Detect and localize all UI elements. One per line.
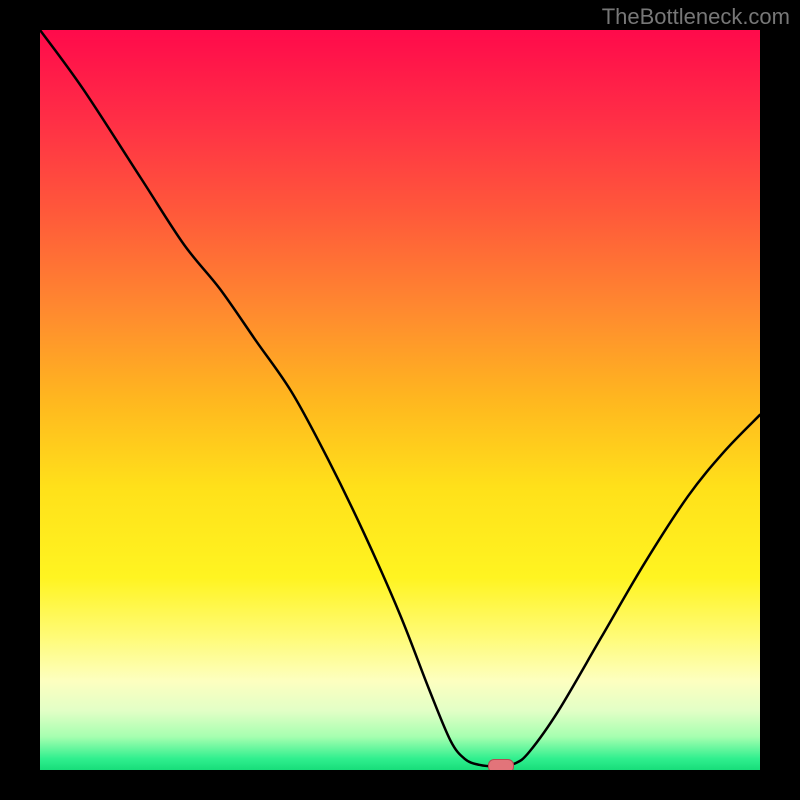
curve-layer bbox=[40, 30, 760, 770]
bottleneck-curve bbox=[40, 30, 760, 766]
bottleneck-chart: TheBottleneck.com bbox=[0, 0, 800, 800]
watermark-text: TheBottleneck.com bbox=[602, 4, 790, 30]
sweet-spot-marker bbox=[488, 759, 514, 770]
plot-area bbox=[40, 30, 760, 770]
